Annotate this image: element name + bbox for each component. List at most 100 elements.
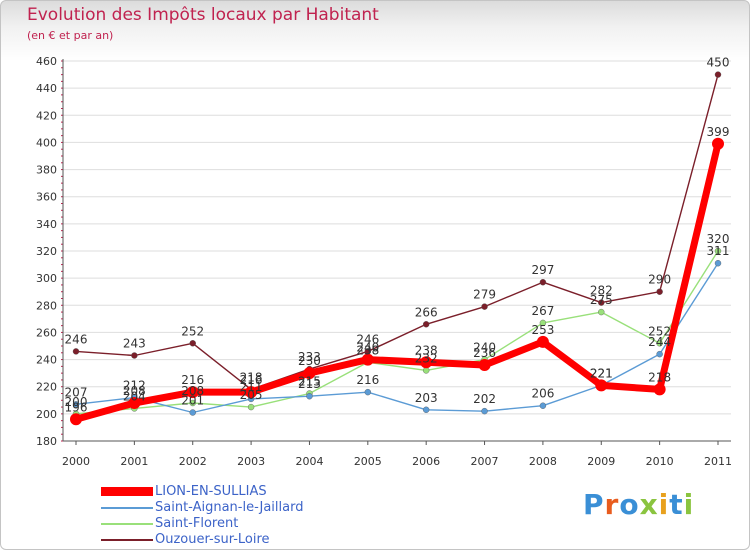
data-label-ouzouer-sur-loire: 246 bbox=[65, 332, 88, 346]
data-point-saint-florent bbox=[247, 403, 255, 411]
data-label-ouzouer-sur-loire: 279 bbox=[473, 288, 496, 302]
series-line-saint-florent bbox=[75, 250, 719, 415]
y-tick-label: 260 bbox=[36, 326, 57, 339]
data-point-saint-aignan-le-jaillard bbox=[306, 393, 313, 400]
data-label-saint-florent: 204 bbox=[123, 389, 146, 403]
data-point-saint-aignan-le-jaillard bbox=[422, 406, 430, 413]
logo-letter: i bbox=[658, 488, 670, 521]
data-label-saint-aignan-le-jaillard: 311 bbox=[707, 244, 730, 258]
data-label-lion-en-sullias: 218 bbox=[648, 370, 671, 384]
data-point-saint-florent bbox=[714, 247, 722, 255]
y-tick-label: 220 bbox=[36, 381, 57, 394]
data-label-ouzouer-sur-loire: 243 bbox=[123, 337, 146, 351]
data-label-lion-en-sullias: 216 bbox=[240, 373, 263, 387]
data-point-saint-aignan-le-jaillard bbox=[539, 402, 547, 409]
data-label-ouzouer-sur-loire: 218 bbox=[240, 370, 263, 384]
data-point-saint-aignan-le-jaillard bbox=[714, 260, 722, 267]
data-label-lion-en-sullias: 196 bbox=[65, 400, 88, 414]
data-point-saint-aignan-le-jaillard bbox=[364, 388, 372, 396]
data-label-saint-florent: 238 bbox=[356, 343, 379, 357]
data-point-ouzouer-sur-loire bbox=[131, 352, 138, 359]
data-label-ouzouer-sur-loire: 233 bbox=[298, 350, 321, 364]
data-label-ouzouer-sur-loire: 450 bbox=[707, 56, 730, 70]
chart-subtitle: (en € et par an) bbox=[27, 29, 114, 42]
data-point-lion-en-sullias bbox=[70, 413, 82, 426]
y-tick-label: 380 bbox=[36, 164, 57, 177]
x-tick-label: 2008 bbox=[529, 455, 557, 468]
legend-item-saint-florent: Saint-Florent bbox=[101, 516, 421, 532]
data-label-saint-florent: 215 bbox=[298, 375, 321, 389]
y-tick-label: 340 bbox=[36, 218, 57, 231]
data-label-lion-en-sullias: 238 bbox=[415, 343, 438, 357]
x-tick-label: 2011 bbox=[704, 455, 732, 468]
x-tick-label: 2000 bbox=[62, 455, 90, 468]
data-point-lion-en-sullias bbox=[303, 367, 316, 380]
data-point-lion-en-sullias bbox=[712, 137, 724, 150]
data-label-lion-en-sullias: 253 bbox=[531, 323, 554, 337]
y-tick-label: 320 bbox=[36, 245, 57, 258]
data-label-ouzouer-sur-loire: 290 bbox=[648, 273, 671, 287]
y-tick-label: 200 bbox=[36, 408, 57, 421]
y-tick-label: 360 bbox=[36, 191, 57, 204]
data-label-saint-aignan-le-jaillard: 221 bbox=[590, 366, 613, 380]
legend-swatch-ouzouer-sur-loire bbox=[101, 539, 153, 541]
data-label-ouzouer-sur-loire: 246 bbox=[356, 332, 379, 346]
data-label-lion-en-sullias: 236 bbox=[473, 346, 496, 360]
data-point-saint-florent bbox=[422, 367, 430, 374]
data-label-saint-florent: 267 bbox=[531, 304, 554, 318]
data-point-lion-en-sullias bbox=[478, 359, 491, 371]
data-point-saint-aignan-le-jaillard bbox=[189, 409, 196, 416]
data-point-ouzouer-sur-loire bbox=[539, 279, 547, 286]
data-point-ouzouer-sur-loire bbox=[714, 71, 722, 78]
data-label-saint-aignan-le-jaillard: 244 bbox=[648, 335, 671, 349]
legend-item-ouzouer-sur-loire: Ouzouer-sur-Loire bbox=[101, 532, 421, 548]
series-line-saint-aignan-le-jaillard bbox=[75, 262, 719, 414]
data-point-saint-florent bbox=[539, 319, 547, 327]
data-point-lion-en-sullias bbox=[186, 386, 199, 399]
legend-swatch-saint-florent bbox=[101, 523, 153, 525]
data-point-lion-en-sullias bbox=[245, 386, 258, 399]
data-point-lion-en-sullias bbox=[420, 356, 433, 369]
x-tick-label: 2003 bbox=[237, 455, 265, 468]
data-label-saint-aignan-le-jaillard: 216 bbox=[356, 373, 379, 387]
data-point-saint-aignan-le-jaillard bbox=[481, 407, 488, 415]
y-tick-label: 300 bbox=[36, 272, 57, 285]
y-tick-label: 440 bbox=[36, 82, 57, 95]
data-label-lion-en-sullias: 399 bbox=[707, 125, 730, 139]
legend-swatch-saint-aignan-le-jaillard bbox=[101, 507, 153, 509]
legend-item-lion-en-sullias: LION-EN-SULLIAS bbox=[101, 484, 421, 500]
data-label-saint-aignan-le-jaillard: 207 bbox=[65, 385, 88, 399]
axes: 180 200 220 240 260 280 300 320 340 360 380 400 420 4… bbox=[36, 55, 732, 468]
series-line-lion-en-sullias bbox=[75, 142, 722, 423]
data-label-saint-florent: 240 bbox=[473, 341, 496, 355]
data-label-lion-en-sullias: 221 bbox=[590, 366, 613, 380]
x-tick-label: 2006 bbox=[412, 455, 440, 468]
data-label-ouzouer-sur-loire: 297 bbox=[531, 263, 554, 277]
data-point-ouzouer-sur-loire bbox=[72, 348, 80, 355]
chart-title: Evolution des Impôts locaux par Habitant bbox=[27, 5, 379, 25]
x-tick-label: 2002 bbox=[179, 455, 207, 468]
series-lines bbox=[70, 71, 724, 426]
data-label-saint-florent: 232 bbox=[415, 351, 438, 365]
legend: LION-EN-SULLIAS Saint-Aignan-le-Jaillard… bbox=[101, 484, 421, 548]
x-tick-label: 2005 bbox=[354, 455, 382, 468]
x-tick-label: 2004 bbox=[295, 455, 323, 468]
data-point-ouzouer-sur-loire bbox=[481, 303, 488, 310]
data-label-saint-florent: 205 bbox=[240, 388, 263, 402]
data-point-lion-en-sullias bbox=[361, 353, 374, 366]
series-line-ouzouer-sur-loire bbox=[75, 74, 719, 391]
data-point-lion-en-sullias bbox=[653, 383, 666, 396]
data-label-saint-aignan-le-jaillard: 203 bbox=[415, 391, 438, 405]
legend-label-lion-en-sullias: LION-EN-SULLIAS bbox=[155, 484, 267, 499]
data-point-saint-aignan-le-jaillard bbox=[72, 401, 80, 408]
logo-letter: t bbox=[669, 488, 684, 521]
legend-item-saint-aignan-le-jaillard: Saint-Aignan-le-Jaillard bbox=[101, 500, 421, 516]
data-label-saint-florent: 320 bbox=[707, 232, 730, 246]
y-tick-label: 400 bbox=[36, 136, 57, 149]
data-label-ouzouer-sur-loire: 266 bbox=[415, 305, 438, 319]
data-point-saint-aignan-le-jaillard bbox=[656, 350, 663, 358]
data-point-saint-florent bbox=[189, 399, 196, 407]
y-tick-label: 240 bbox=[36, 354, 57, 367]
y-tick-label: 180 bbox=[36, 435, 57, 448]
